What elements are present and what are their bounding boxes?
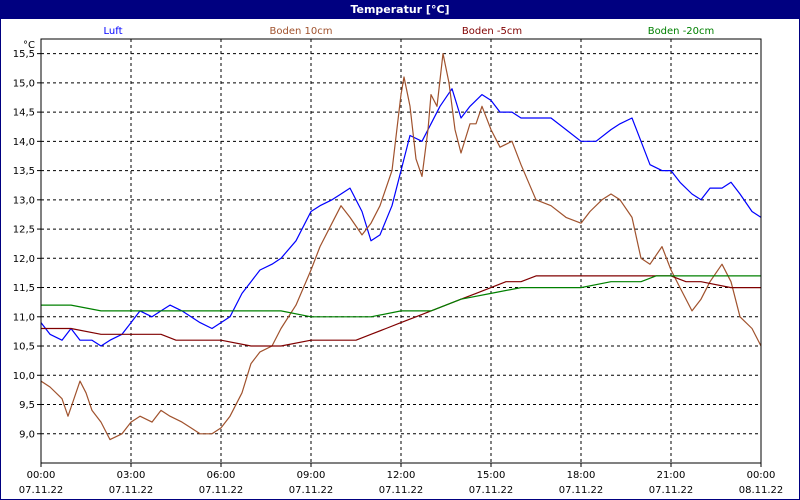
- legend-entry-3: Boden -5cm: [462, 26, 522, 37]
- y-axis: 9,0 9,5 10,0 10,5 11,0 11,5 12,0 12,5 13,0 13,5 14…: [13, 40, 41, 440]
- x-tick-date: 07.11.22: [649, 485, 694, 496]
- series-lines: [40, 52, 762, 441]
- chart-title: Temperatur [°C]: [1, 1, 799, 19]
- y-axis-unit: °C: [23, 40, 35, 51]
- y-tick-label: 13,0: [13, 195, 35, 206]
- x-tick-date: 07.11.22: [109, 485, 154, 496]
- x-tick-label: 18:00: [567, 470, 596, 481]
- y-tick-label: 11,5: [13, 283, 35, 294]
- y-tick-label: 11,0: [13, 312, 35, 323]
- x-tick-label: 15:00: [477, 470, 506, 481]
- x-tick-date: 07.11.22: [469, 485, 514, 496]
- y-tick-label: 10,0: [13, 371, 35, 382]
- y-tick-label: 14,5: [13, 108, 35, 119]
- y-tick-label: 9,0: [19, 429, 35, 440]
- y-tick-label: 10,5: [13, 342, 35, 353]
- y-tick-label: 9,5: [19, 400, 35, 411]
- x-tick-date: 07.11.22: [19, 485, 64, 496]
- y-tick-label: 12,5: [13, 225, 35, 236]
- x-tick-label: 12:00: [387, 470, 416, 481]
- y-tick-label: 15,5: [13, 49, 35, 60]
- y-tick-label: 14,0: [13, 137, 35, 148]
- y-tick-label: 12,0: [13, 254, 35, 265]
- y-tick-label: 15,0: [13, 78, 35, 89]
- legend-entry-1: Luft: [104, 26, 123, 37]
- x-tick-date: 07.11.22: [289, 485, 334, 496]
- series-line-4: [41, 275, 761, 318]
- x-tick-date: 07.11.22: [559, 485, 604, 496]
- x-tick-label: 00:00: [747, 470, 776, 481]
- series-line-1: [40, 88, 762, 347]
- x-tick-date: 08.11.22: [739, 485, 784, 496]
- x-tick-date: 07.11.22: [379, 485, 424, 496]
- x-axis: 00:00 07.11.22 03:00 07.11.22 06:00 07.11.22 0…: [19, 463, 784, 496]
- x-tick-label: 03:00: [117, 470, 146, 481]
- x-tick-label: 09:00: [297, 470, 326, 481]
- x-tick-label: 21:00: [657, 470, 686, 481]
- legend-entry-4: Boden -20cm: [648, 26, 715, 37]
- x-tick-label: 06:00: [207, 470, 236, 481]
- y-tick-label: 13,5: [13, 166, 35, 177]
- series-line-2: [40, 52, 762, 441]
- x-tick-date: 07.11.22: [199, 485, 244, 496]
- grid: [41, 39, 761, 463]
- legend: Luft Boden 10cm Boden -5cm Boden -20cm: [104, 26, 715, 37]
- x-tick-label: 00:00: [27, 470, 56, 481]
- legend-entry-2: Boden 10cm: [270, 26, 333, 37]
